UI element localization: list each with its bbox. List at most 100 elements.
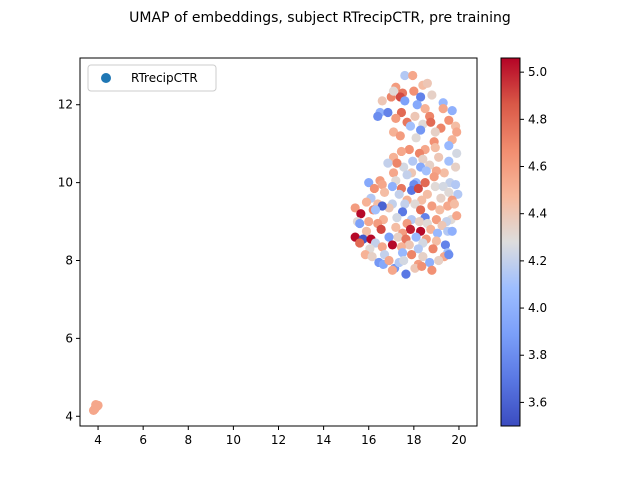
scatter-point bbox=[429, 172, 439, 182]
scatter-point bbox=[377, 96, 387, 106]
scatter-point bbox=[388, 127, 399, 137]
scatter-point bbox=[384, 232, 394, 242]
scatter-point bbox=[364, 178, 374, 188]
scatter-point bbox=[425, 257, 435, 268]
colorbar-tick-label: 5.0 bbox=[528, 65, 547, 79]
scatter-point bbox=[422, 78, 432, 88]
scatter-point bbox=[430, 181, 440, 192]
scatter-point bbox=[397, 207, 408, 217]
scatter-point bbox=[420, 104, 430, 114]
scatter-point bbox=[388, 86, 399, 96]
colorbar-gradient bbox=[500, 57, 521, 427]
scatter-point bbox=[427, 265, 437, 275]
scatter-point bbox=[439, 168, 449, 178]
scatter-point bbox=[379, 187, 390, 197]
scatter-point bbox=[399, 255, 409, 266]
scatter-point bbox=[452, 148, 462, 159]
scatter-point bbox=[364, 216, 374, 227]
scatter-point bbox=[436, 193, 446, 203]
scatter-point bbox=[392, 213, 402, 223]
scatter-point bbox=[409, 86, 419, 96]
x-axis: 4 6 8 10 12 14 16 18 20 bbox=[94, 426, 467, 447]
scatter-point bbox=[350, 203, 360, 213]
legend: RTrecipCTR bbox=[87, 64, 217, 92]
scatter-point bbox=[404, 240, 414, 250]
scatter-point bbox=[395, 131, 405, 141]
scatter-point bbox=[434, 255, 444, 266]
scatter-point bbox=[405, 121, 416, 131]
scatter-point bbox=[361, 226, 372, 236]
scatter-point bbox=[401, 269, 411, 279]
legend-box bbox=[87, 64, 217, 92]
scatter-point bbox=[376, 224, 386, 234]
scatter-point bbox=[438, 104, 448, 114]
scatter-point bbox=[387, 181, 398, 192]
scatter-point bbox=[406, 250, 417, 260]
scatter-point bbox=[387, 265, 398, 275]
scatter-point bbox=[413, 183, 423, 194]
scatter-point bbox=[369, 183, 379, 194]
y-axis: 4 6 8 10 12 bbox=[58, 98, 80, 423]
x-tick-label: 16 bbox=[361, 433, 376, 447]
scatter-point bbox=[418, 154, 428, 164]
colorbar-tick-label: 4.4 bbox=[528, 207, 547, 221]
scatter-point bbox=[430, 142, 440, 153]
x-tick-label: 14 bbox=[316, 433, 331, 447]
scatter-point bbox=[437, 220, 447, 231]
scatter-point bbox=[422, 189, 432, 199]
scatter-point bbox=[440, 240, 451, 250]
scatter-point bbox=[434, 152, 444, 162]
x-tick-label: 8 bbox=[184, 433, 192, 447]
scatter-point bbox=[416, 125, 426, 135]
scatter-point bbox=[377, 179, 387, 190]
scatter-point bbox=[421, 166, 431, 176]
scatter-point bbox=[452, 211, 462, 221]
scatter-point bbox=[416, 205, 426, 215]
legend-label: RTrecipCTR bbox=[131, 71, 198, 85]
scatter-point bbox=[426, 117, 436, 127]
y-tick-label: 8 bbox=[65, 253, 73, 267]
scatter-point bbox=[397, 248, 408, 258]
scatter-point bbox=[384, 255, 394, 266]
scatter-point bbox=[370, 205, 381, 215]
scatter-point bbox=[428, 244, 438, 254]
chart-title: UMAP of embeddings, subject RTrecipCTR, … bbox=[129, 10, 511, 26]
scatter-point bbox=[388, 168, 399, 178]
scatter-point bbox=[355, 238, 365, 248]
scatter-point bbox=[396, 107, 407, 118]
plot-area: 4 6 8 10 12 14 16 18 20 4 6 8 10 12 bbox=[58, 57, 478, 447]
scatter-point bbox=[410, 199, 420, 209]
scatter-point bbox=[444, 156, 454, 166]
scatter-point bbox=[447, 226, 457, 236]
colorbar-tick-label: 4.2 bbox=[528, 254, 547, 268]
scatter-point bbox=[411, 232, 421, 242]
scatter-point bbox=[426, 224, 436, 234]
scatter-point bbox=[408, 156, 418, 166]
scatter-point bbox=[377, 201, 387, 211]
scatter-point bbox=[418, 252, 428, 262]
scatter-point bbox=[452, 127, 462, 137]
scatter-point bbox=[400, 199, 410, 209]
scatter-point bbox=[430, 127, 440, 137]
x-tick-label: 20 bbox=[451, 433, 466, 447]
colorbar: 3.6 3.8 4.0 4.2 4.4 4.6 4.8 5.0 bbox=[500, 57, 547, 427]
scatter-point bbox=[417, 195, 427, 205]
scatter-point bbox=[377, 242, 387, 252]
scatter-point bbox=[367, 252, 377, 262]
scatter-point bbox=[450, 179, 461, 190]
y-tick-label: 4 bbox=[65, 409, 73, 423]
scatter-point bbox=[444, 250, 454, 260]
scatter-point bbox=[444, 141, 454, 151]
x-tick-label: 4 bbox=[94, 433, 102, 447]
scatter-point bbox=[392, 158, 402, 168]
x-tick-label: 18 bbox=[406, 433, 421, 447]
scatter-point bbox=[394, 189, 404, 199]
scatter-point bbox=[432, 228, 443, 238]
scatter-points bbox=[88, 70, 463, 416]
scatter-point bbox=[411, 133, 421, 143]
scatter-point bbox=[399, 162, 409, 172]
scatter-point bbox=[400, 70, 410, 81]
scatter-point bbox=[447, 105, 457, 116]
scatter-point bbox=[431, 215, 441, 225]
